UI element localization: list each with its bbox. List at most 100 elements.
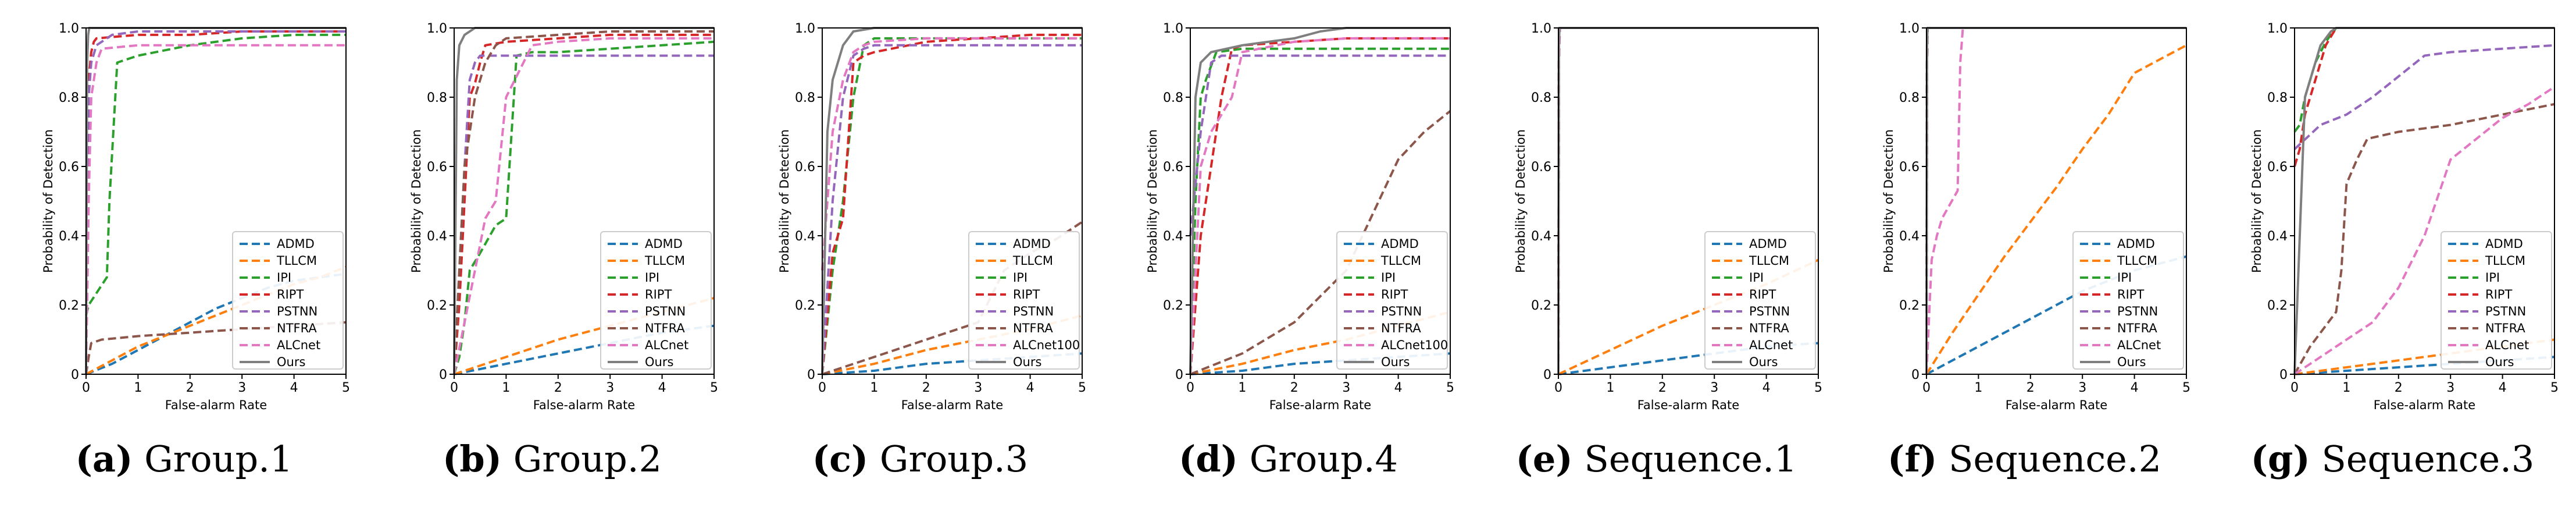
y-tick-label: 1.0 [427,22,447,36]
x-tick-label: 4 [2131,381,2139,395]
x-tick-label: 0 [818,381,826,395]
y-axis-label: Probability of Detection [1146,129,1159,273]
roc-chart: 0 1 2 3 4 5 0 0.2 0.4 0.6 0.8 1.0 False-alarm Rate Pr… [409,22,718,412]
legend-label: ADMD [1013,237,1051,251]
x-tick-label: 5 [1446,381,1454,395]
x-tick-label: 5 [1814,381,1822,395]
x-tick-label: 2 [554,381,562,395]
y-tick-label: 0.8 [1163,91,1183,105]
series-line-alcnet [85,44,346,375]
series-line-ntfra [2293,102,2555,375]
y-tick-label: 0 [439,368,447,382]
subfigure-caption: (e) Sequence.1 [1472,438,1840,480]
x-tick-label: 3 [2446,381,2454,395]
legend-label: TLLCM [1012,254,1053,268]
y-axis-label: Probability of Detection [1882,129,1896,273]
x-tick-label: 0 [450,381,458,395]
legend-label: TLLCM [2117,254,2157,268]
subfigure-caption: (a) Group.1 [0,438,368,480]
x-tick-label: 1 [1238,381,1246,395]
legend-label: ADMD [277,237,315,251]
series-line-admd [822,352,1083,375]
y-axis-label: Probability of Detection [2250,129,2264,273]
plot-frame [454,27,715,375]
legend-label: RIPT [1381,288,1408,301]
x-tick-label: 0 [82,381,90,395]
y-tick-label: 1.0 [1899,22,1919,36]
legend-label: PSTNN [1013,304,1054,318]
caption-text: Group.1 [133,438,293,480]
legend-label: Ours [277,355,305,369]
x-tick-label: 3 [2078,381,2086,395]
legend-label: RIPT [2485,288,2512,301]
series-line-alcnet [453,37,714,375]
y-axis-label: Probability of Detection [409,129,423,273]
legend-label: IPI [645,271,659,285]
y-tick-label: 0.2 [1531,299,1551,313]
y-tick-label: 1.0 [59,22,79,36]
y-tick-label: 0.4 [1531,229,1551,244]
x-tick-label: 1 [1606,381,1614,395]
subfigure-caption: (g) Sequence.3 [2208,438,2576,480]
plot-frame [85,27,347,375]
legend-label: ADMD [1749,237,1787,251]
legend-label: ALCnet [645,338,688,352]
series-line-ript [453,33,714,375]
legend-label: PSTNN [645,304,686,318]
y-tick-label: 1.0 [795,22,815,36]
series-line-tllcm [2294,338,2555,375]
legend-label: Ours [645,355,673,369]
caption-letter: (c) [812,438,869,480]
y-tick-label: 0.2 [1163,299,1183,313]
x-tick-label: 4 [2499,381,2507,395]
legend-label: IPI [2117,271,2132,285]
x-tick-label: 5 [1078,381,1086,395]
series-line-ript [1189,37,1450,375]
legend-label: ADMD [2485,237,2523,251]
legend-label: RIPT [2117,288,2144,301]
x-tick-label: 1 [134,381,142,395]
y-tick-label: 0.2 [795,299,815,313]
y-tick-label: 0.6 [427,160,447,175]
caption-letter: (b) [442,438,502,480]
series-line-alcnet [2293,86,2556,375]
legend-label: NTFRA [2117,321,2157,335]
x-tick-label: 3 [238,381,246,395]
plot-frame [822,27,1083,375]
x-tick-label: 4 [1762,381,1771,395]
x-tick-label: 4 [1026,381,1034,395]
x-tick-label: 1 [870,381,878,395]
x-axis-label: False-alarm Rate [1637,398,1739,412]
y-tick-label: 0.2 [1899,299,1919,313]
y-tick-label: 0.6 [59,160,79,175]
legend-label: Ours [2117,355,2146,369]
x-tick-label: 2 [186,381,194,395]
legend-label: PSTNN [2485,304,2526,318]
caption-letter: (g) [2250,438,2310,480]
legend-label: RIPT [1749,288,1776,301]
x-tick-label: 1 [502,381,510,395]
x-axis-label: False-alarm Rate [2374,398,2475,412]
x-tick-label: 3 [974,381,982,395]
legend-label: ADMD [1381,237,1419,251]
roc-chart: 0 1 2 3 4 5 0 0.2 0.4 0.6 0.8 1.0 False-alarm Rate Pr… [1514,22,1822,412]
series-line-pstnn [2293,44,2555,150]
y-tick-label: 1.0 [2267,22,2288,36]
y-tick-label: 1.0 [1163,22,1183,36]
series-line-tllcm [1925,44,2187,375]
roc-chart: 0 1 2 3 4 5 0 0.2 0.4 0.6 0.8 1.0 False-alarm Rate Pr… [41,22,350,412]
x-tick-label: 2 [2395,381,2403,395]
x-tick-label: 1 [1974,381,1982,395]
y-tick-label: 0 [71,368,79,382]
y-tick-label: 0.8 [795,91,815,105]
y-tick-label: 0.8 [2267,91,2288,105]
x-axis-label: False-alarm Rate [901,398,1003,412]
y-tick-label: 0 [1175,368,1183,382]
legend-label: PSTNN [277,304,317,318]
roc-chart: 0 1 2 3 4 5 0 0.2 0.4 0.6 0.8 1.0 False-alarm Rate Pr… [777,22,1086,412]
chart-panel: 0 1 2 3 4 5 0 0.2 0.4 0.6 0.8 1.0 False-alarm Rate Pr… [1104,0,1472,518]
y-tick-label: 0.4 [1163,229,1183,244]
chart-panel: 0 1 2 3 4 5 0 0.2 0.4 0.6 0.8 1.0 False-alarm Rate Pr… [736,0,1104,518]
legend-box [600,231,712,370]
legend-label: NTFRA [277,321,317,335]
